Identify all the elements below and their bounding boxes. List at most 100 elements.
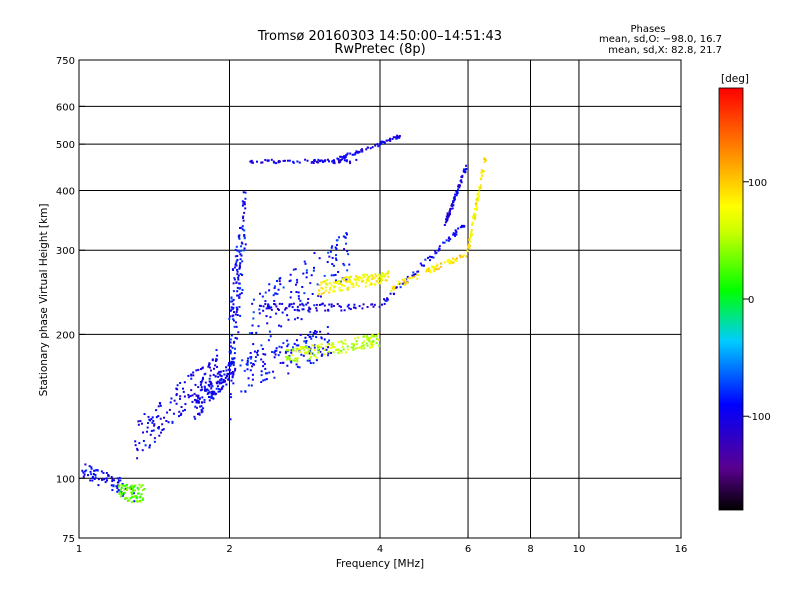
data-point (250, 384, 253, 387)
data-point (171, 421, 174, 424)
data-point (331, 256, 334, 259)
data-point (381, 275, 384, 278)
data-point (116, 490, 119, 493)
data-point (279, 361, 282, 364)
data-point (423, 264, 426, 267)
data-point (208, 362, 211, 365)
data-point (362, 274, 365, 277)
data-point (111, 480, 114, 483)
data-point (233, 266, 236, 269)
data-point (275, 312, 278, 315)
data-point (352, 344, 355, 347)
data-point (320, 282, 323, 285)
data-point (468, 237, 471, 240)
data-point (126, 486, 129, 489)
data-point (239, 314, 242, 317)
data-point (123, 488, 126, 491)
data-point (268, 371, 271, 374)
data-point (120, 486, 123, 489)
data-point (264, 378, 267, 381)
data-point (286, 345, 289, 348)
data-point (284, 308, 287, 311)
data-point (375, 275, 378, 278)
data-point (192, 371, 195, 374)
data-point (312, 269, 315, 272)
data-point (121, 491, 124, 494)
data-point (302, 354, 305, 357)
data-point (300, 318, 303, 321)
data-point (327, 309, 330, 312)
data-point (389, 137, 392, 140)
data-point (332, 286, 335, 289)
data-point (446, 212, 449, 215)
data-point (112, 484, 115, 487)
data-point (473, 217, 476, 220)
data-point (299, 303, 302, 306)
data-point (293, 308, 296, 311)
data-point (235, 306, 238, 309)
data-point (241, 260, 244, 263)
data-point (339, 282, 342, 285)
data-point (236, 254, 239, 257)
data-point (480, 177, 483, 180)
data-point (234, 347, 237, 350)
data-point (398, 135, 401, 138)
data-point (248, 332, 251, 335)
data-point (132, 492, 135, 495)
data-point (348, 263, 351, 266)
y-tick-label: 400 (56, 186, 75, 197)
data-point (295, 291, 298, 294)
data-point (255, 331, 258, 334)
data-point (315, 307, 318, 310)
data-point (371, 345, 374, 348)
data-point (258, 308, 261, 311)
data-point (465, 164, 468, 167)
data-point (276, 279, 279, 282)
data-point (314, 345, 317, 348)
data-point (397, 135, 400, 138)
data-point (335, 279, 338, 282)
data-point (455, 194, 458, 197)
data-point (309, 307, 312, 310)
y-tick-label: 200 (56, 330, 75, 341)
data-point (301, 308, 304, 311)
data-point (239, 287, 242, 290)
data-point (366, 344, 369, 347)
data-point (363, 273, 366, 276)
data-point (238, 296, 241, 299)
data-point (342, 235, 345, 238)
data-point (218, 381, 221, 384)
data-point (230, 306, 233, 309)
data-point (296, 357, 299, 360)
data-point (208, 366, 211, 369)
data-point (153, 423, 156, 426)
data-point (319, 350, 322, 353)
data-point (318, 160, 321, 163)
data-point (329, 346, 332, 349)
data-point (321, 287, 324, 290)
data-point (239, 262, 242, 265)
data-point (309, 331, 312, 334)
data-point (474, 202, 477, 205)
data-point (306, 301, 309, 304)
data-point (210, 387, 213, 390)
data-point (129, 487, 132, 490)
data-point (91, 479, 94, 482)
data-point (175, 402, 178, 405)
data-point (209, 381, 212, 384)
data-point (337, 282, 340, 285)
data-point (308, 335, 311, 338)
data-point (220, 388, 223, 391)
data-point (214, 360, 217, 363)
data-point (190, 389, 193, 392)
data-point (457, 185, 460, 188)
data-point (236, 270, 239, 273)
data-point (282, 286, 285, 289)
data-point (230, 297, 233, 300)
data-point (213, 392, 216, 395)
data-point (360, 345, 363, 348)
data-point (131, 492, 134, 495)
data-point (200, 408, 203, 411)
data-point (320, 292, 323, 295)
data-point (233, 369, 236, 372)
